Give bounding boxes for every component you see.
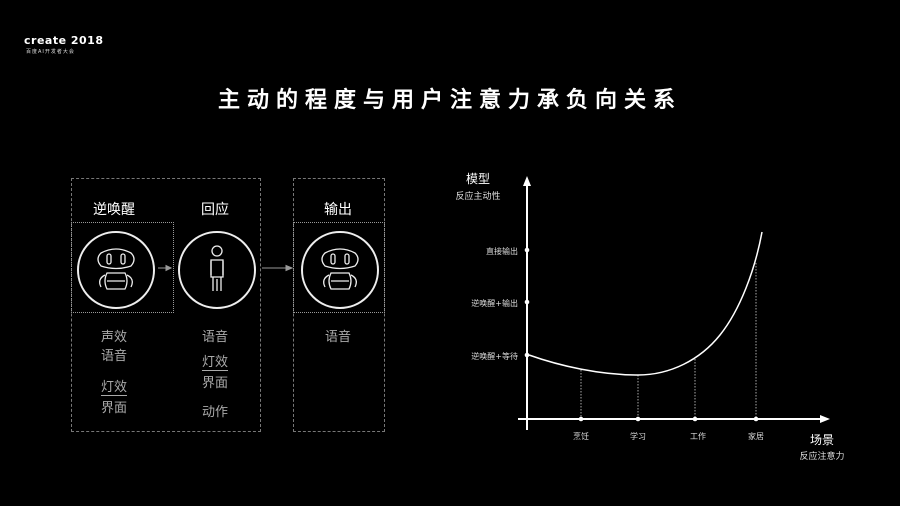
y-tick: [524, 247, 530, 253]
robot-icon: [77, 231, 155, 309]
wake-item: 语音: [100, 349, 128, 364]
x-scene: 烹饪: [573, 431, 589, 441]
y-axis-arrow: [523, 176, 531, 186]
y-level: 逆唤醒+等待: [471, 351, 518, 361]
response-item: 灯效: [201, 351, 229, 371]
response-item: 动作: [201, 405, 229, 420]
person-icon: [178, 231, 256, 309]
wake-item: 界面: [100, 401, 128, 416]
response-item: 语音: [201, 330, 229, 345]
x-scene: 工作: [690, 431, 706, 441]
curve: [528, 231, 763, 376]
x-tick: [635, 416, 641, 422]
robot-output-icon: [301, 231, 379, 309]
wake-item: 声效: [100, 330, 128, 345]
y-subtitle: 反应主动性: [455, 190, 500, 202]
logo: create 2018: [24, 34, 104, 47]
x-title: 场景: [810, 433, 834, 447]
x-subtitle: 反应注意力: [799, 450, 844, 462]
x-tick: [692, 416, 698, 422]
y-level: 逆唤醒+输出: [471, 298, 518, 308]
heading-response: 回应: [201, 202, 229, 218]
y-tick: [524, 299, 530, 305]
logo-subtitle: 百度AI开发者大会: [26, 49, 75, 55]
slide-title: 主动的程度与用户注意力承负向关系: [217, 88, 682, 113]
x-scene: 家居: [748, 431, 764, 441]
x-tick: [753, 416, 759, 422]
wake-item: 灯效: [100, 376, 128, 396]
heading-output: 输出: [324, 202, 352, 218]
output-highlight-box: [293, 222, 385, 313]
output-item: 语音: [324, 330, 352, 345]
wake-highlight-box: [71, 222, 174, 313]
y-level: 直接输出: [486, 246, 518, 256]
y-title: 模型: [466, 172, 490, 186]
x-axis-arrow: [820, 415, 830, 423]
x-scene: 学习: [630, 431, 646, 441]
heading-wake: 逆唤醒: [93, 202, 135, 218]
x-tick: [578, 416, 584, 422]
y-tick: [524, 352, 530, 358]
response-item: 界面: [201, 376, 229, 391]
